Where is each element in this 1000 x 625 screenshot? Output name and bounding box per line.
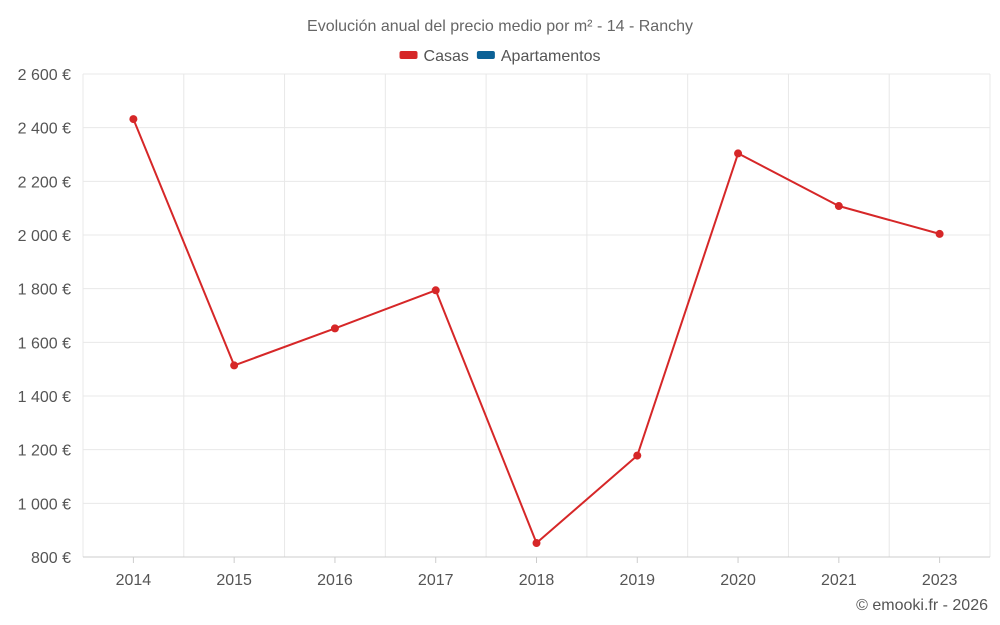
x-tick-label: 2023 [922,572,958,589]
x-tick-label: 2021 [821,572,857,589]
data-point[interactable] [532,539,541,548]
x-tick-label: 2018 [519,572,555,589]
data-point[interactable] [431,286,440,295]
legend-item-casas[interactable]: Casas [399,48,469,65]
credit-text: © emooki.fr - 2026 [856,597,988,614]
legend-label: Apartamentos [501,48,601,65]
series-line [132,118,940,544]
data-point[interactable] [834,202,843,211]
y-tick-label: 2 200 € [18,174,71,191]
data-point[interactable] [935,229,944,238]
axes: 800 € 1 000 € 1 200 € 1 400 € 1 600 € 1 800 €… [18,67,990,589]
y-tick-label: 1 800 € [18,282,71,299]
y-tick-label: 1 400 € [18,389,71,406]
x-tick-label: 2014 [116,572,152,589]
x-tick-label: 2019 [619,572,655,589]
x-tick-label: 2015 [216,572,252,589]
x-tick-label: 2016 [317,572,353,589]
y-tick-label: 1 200 € [18,443,71,460]
x-tick-label: 2020 [720,572,756,589]
y-tick-label: 1 600 € [18,335,71,352]
legend[interactable]: Casas Apartamentos [399,48,601,65]
data-point[interactable] [129,115,138,124]
series-casas [129,115,944,548]
grid [82,73,991,557]
legend-swatch [399,51,418,59]
series-layer [129,115,944,548]
y-tick-label: 2 600 € [18,67,71,84]
chart-title: Evolución anual del precio medio por m² … [307,18,693,35]
data-point[interactable] [230,361,239,370]
data-point[interactable] [330,324,339,333]
x-tick-label: 2017 [418,572,454,589]
y-tick-label: 800 € [31,550,71,567]
legend-swatch [476,51,495,59]
legend-label: Casas [424,48,469,65]
data-point[interactable] [633,451,642,460]
legend-item-apartamentos[interactable]: Apartamentos [476,48,601,65]
y-tick-label: 2 400 € [18,121,71,138]
data-point[interactable] [734,149,743,158]
y-tick-label: 2 000 € [18,228,71,245]
y-tick-label: 1 000 € [18,496,71,513]
